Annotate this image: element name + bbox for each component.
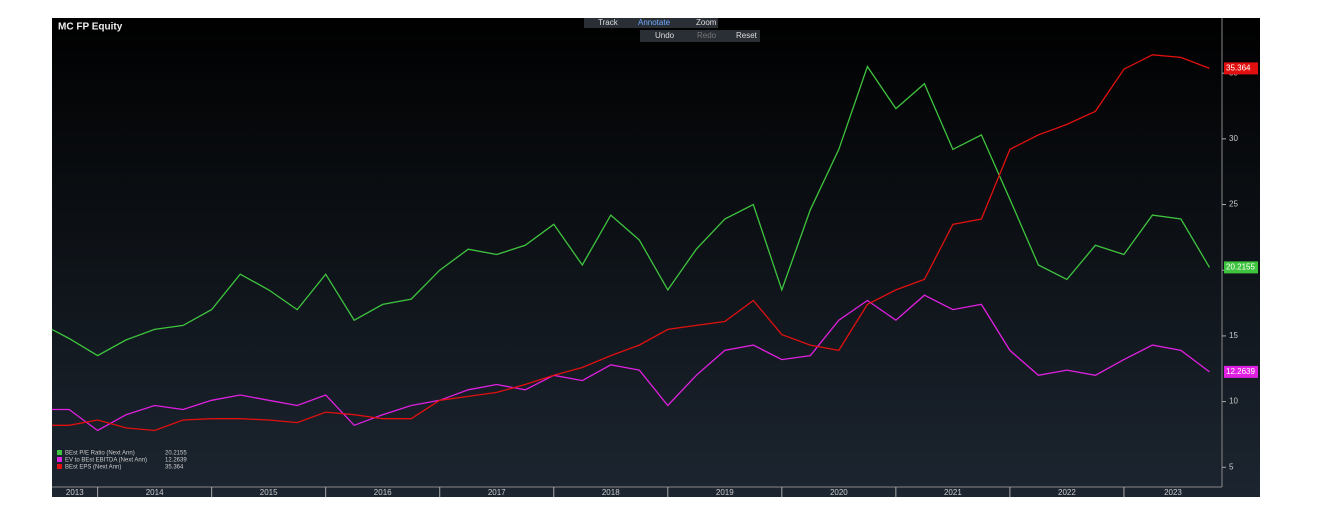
legend-swatch — [57, 464, 62, 469]
x-tick-label: 2020 — [830, 488, 848, 497]
value-flag-label: 20.2155 — [1226, 263, 1255, 272]
line-series — [52, 294, 1210, 432]
x-tick-label: 2019 — [716, 488, 734, 497]
legend-label: EV to BEst EBITDA (Next Ann) — [65, 458, 147, 464]
chart-background — [52, 18, 1260, 497]
toolbar-bottom — [640, 30, 760, 42]
legend-label: BEst P/E Ratio (Next Ann) — [65, 451, 135, 457]
x-tick-label: 2014 — [146, 488, 164, 497]
x-tick-label: 2023 — [1164, 488, 1182, 497]
x-tick-label: 2016 — [374, 488, 392, 497]
x-tick-label: 2018 — [602, 488, 620, 497]
legend-label: BEst EPS (Next Ann) — [65, 465, 121, 471]
redo-button[interactable]: Redo — [697, 31, 717, 40]
x-tick-label: 2022 — [1058, 488, 1076, 497]
y-tick-label: 15 — [1229, 331, 1238, 340]
value-flag — [1224, 365, 1258, 378]
value-flag-label: 35.364 — [1226, 64, 1251, 73]
value-flag — [1224, 261, 1258, 274]
y-tick-label: 25 — [1229, 200, 1238, 209]
toolbar-top — [584, 18, 718, 28]
value-flag-label: 12.2639 — [1226, 367, 1255, 376]
legend-value: 12.2639 — [165, 458, 187, 464]
line-series — [52, 54, 1210, 432]
line-series — [51, 65, 1211, 357]
y-tick-label: 5 — [1229, 462, 1234, 471]
legend-value: 35.364 — [165, 465, 184, 471]
x-tick-label: 2015 — [260, 488, 278, 497]
y-tick-label: 10 — [1229, 397, 1238, 406]
x-tick-label: 2017 — [488, 488, 506, 497]
track-button[interactable]: Track — [598, 18, 619, 27]
annotate-button[interactable]: Annotate — [638, 18, 671, 27]
legend-value: 20.2155 — [165, 451, 187, 457]
zoom-button[interactable]: Zoom — [696, 18, 717, 27]
value-flag — [1224, 62, 1258, 75]
reset-button[interactable]: Reset — [736, 31, 758, 40]
chart-title: MC FP Equity — [58, 22, 123, 33]
legend-swatch — [57, 450, 62, 455]
y-tick-label: 30 — [1229, 134, 1238, 143]
legend-swatch — [57, 457, 62, 462]
undo-button[interactable]: Undo — [655, 31, 675, 40]
x-tick-label: 2021 — [944, 488, 962, 497]
x-tick-label: 2013 — [66, 488, 84, 497]
